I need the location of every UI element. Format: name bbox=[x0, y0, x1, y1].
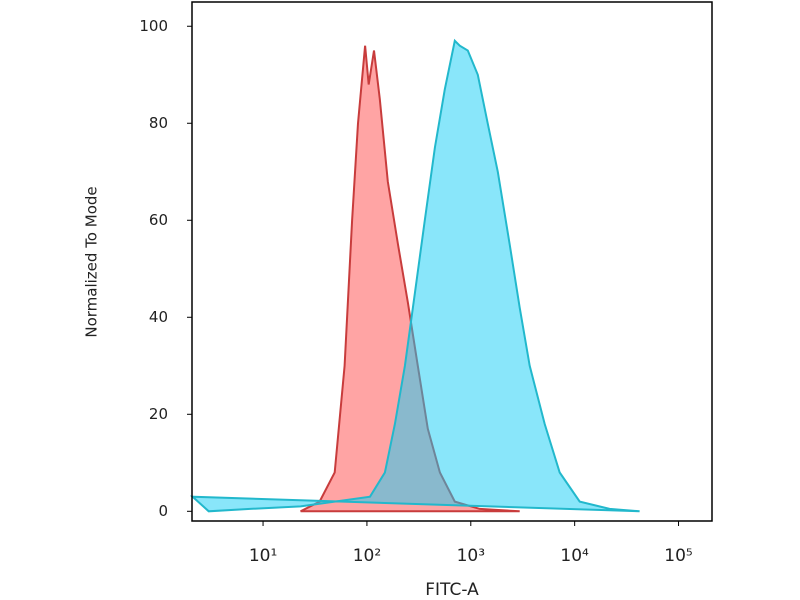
x-tick-label: 10² bbox=[353, 546, 381, 566]
y-tick-label: 80 bbox=[149, 114, 168, 132]
y-tick-label: 40 bbox=[149, 308, 168, 326]
plot-frame bbox=[191, 1, 713, 522]
y-tick-label: 60 bbox=[149, 211, 168, 229]
y-axis-label: Normalized To Mode bbox=[83, 186, 101, 337]
x-tick-label: 10³ bbox=[457, 546, 485, 566]
y-tick-label: 20 bbox=[149, 405, 168, 423]
x-axis-label: FITC-A bbox=[425, 580, 479, 600]
x-tick-label: 10⁴ bbox=[560, 546, 589, 566]
area bbox=[189, 38, 640, 513]
y-tick-label: 0 bbox=[158, 502, 168, 520]
x-tick-label: 10⁵ bbox=[664, 546, 692, 566]
y-tick-label: 100 bbox=[139, 17, 168, 35]
x-tick-label: 10¹ bbox=[249, 546, 277, 566]
